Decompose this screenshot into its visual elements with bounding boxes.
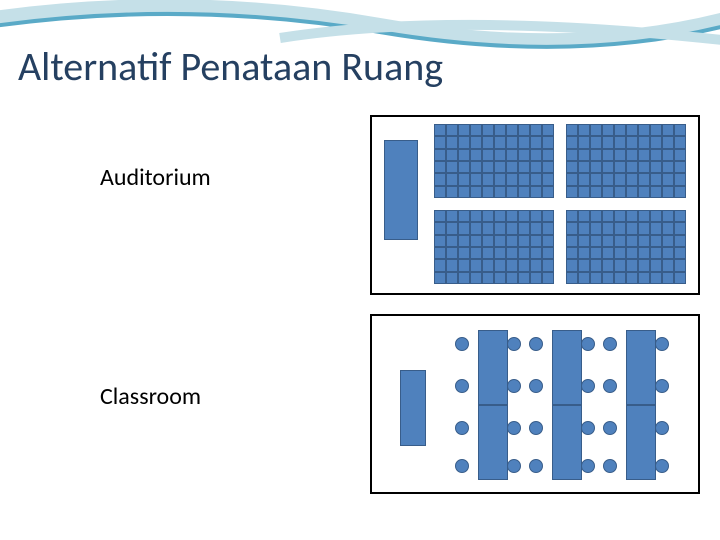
classroom-chair [507,459,521,473]
classroom-table [552,405,582,480]
classroom-chair [455,459,469,473]
classroom-table [478,405,508,480]
classroom-chair [455,337,469,351]
classroom-chair [455,379,469,393]
classroom-chair [581,379,595,393]
classroom-label: Classroom [100,382,201,411]
classroom-chair [655,421,669,435]
classroom-chair [655,379,669,393]
classroom-chair [529,421,543,435]
classroom-chair [529,379,543,393]
classroom-chair [507,421,521,435]
classroom-chair [455,421,469,435]
auditorium-podium [384,140,418,240]
classroom-chair [581,459,595,473]
classroom-chair [507,337,521,351]
classroom-podium [400,370,426,446]
classroom-chair [603,337,617,351]
page-title: Alternatif Penataan Ruang [18,42,443,91]
classroom-chair [529,459,543,473]
classroom-chair [655,459,669,473]
classroom-chair [603,459,617,473]
classroom-chair [581,337,595,351]
classroom-chair [507,379,521,393]
classroom-table [626,405,656,480]
classroom-chair [603,421,617,435]
auditorium-seat-block [566,124,686,198]
auditorium-label: Auditorium [100,163,211,192]
auditorium-seat-block [434,210,554,284]
classroom-chair [529,337,543,351]
auditorium-seat-block [566,210,686,284]
classroom-table [552,330,582,405]
auditorium-seat-block [434,124,554,198]
classroom-table [626,330,656,405]
classroom-chair [581,421,595,435]
classroom-chair [655,337,669,351]
classroom-chair [603,379,617,393]
classroom-table [478,330,508,405]
